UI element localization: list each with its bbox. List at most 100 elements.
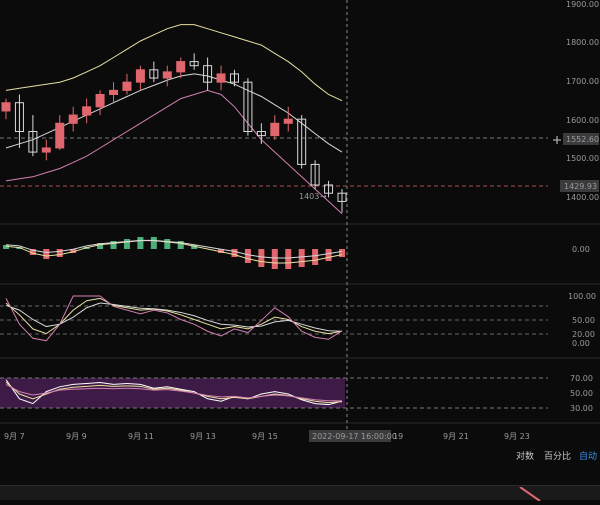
macd-bar xyxy=(244,249,251,263)
x-tick-label: 9月 13 xyxy=(190,432,216,441)
candle-body xyxy=(229,73,239,83)
candle-body xyxy=(256,131,266,137)
rsi-pane xyxy=(5,379,343,406)
log-scale-button[interactable]: 对数 xyxy=(516,452,535,462)
auto-scale-button[interactable]: 自动 xyxy=(579,452,598,462)
macd-bar xyxy=(97,243,104,249)
candle-body xyxy=(95,93,105,108)
rsi-band xyxy=(0,378,345,408)
candle-body xyxy=(14,102,24,133)
candle-body xyxy=(297,118,307,165)
kdj-tick-label: 20.00 xyxy=(572,330,595,339)
kdj-line-1 xyxy=(5,302,343,332)
macd-bar xyxy=(43,249,50,259)
macd-bar xyxy=(177,241,184,249)
x-tick-label: 9月 11 xyxy=(128,432,154,441)
x-tick-label: 9月 23 xyxy=(504,432,530,441)
candle-body xyxy=(109,89,119,95)
macd-bar xyxy=(339,249,345,257)
macd-dif-line xyxy=(5,240,343,264)
candlesticks xyxy=(1,53,347,213)
y-tick-label: 1800.00 xyxy=(566,38,599,47)
candle-body xyxy=(162,71,172,79)
candle-body xyxy=(41,147,51,153)
kdj-line-0 xyxy=(5,297,343,335)
y-tick-label: 1700.00 xyxy=(566,77,599,86)
candle-body xyxy=(203,65,213,83)
band-line-0 xyxy=(5,24,343,102)
kdj-tick-label: 0.00 xyxy=(572,339,590,348)
x-tick-label: 9月 15 xyxy=(252,432,278,441)
macd-pane xyxy=(3,237,345,269)
footer-bar xyxy=(0,485,600,502)
y-tick-label: 1900.00 xyxy=(566,0,599,9)
candle-body xyxy=(122,81,132,91)
rsi-tick-label: 30.00 xyxy=(570,404,593,413)
candle-body xyxy=(189,61,199,67)
candle-body xyxy=(324,184,334,194)
kdj-pane xyxy=(5,295,343,342)
macd-dea-line xyxy=(5,239,343,259)
low-price-marker: 1403 xyxy=(299,192,319,201)
crosshair-plus-icon[interactable] xyxy=(553,136,561,144)
kdj-tick-label: 50.00 xyxy=(572,316,595,325)
macd-bar xyxy=(137,237,144,249)
scale-toolbar: 对数 百分比 自动 xyxy=(0,445,600,465)
rsi-line-1 xyxy=(5,381,343,404)
kdj-tick-label: 100.00 xyxy=(568,292,596,301)
last-price-tag xyxy=(560,180,599,192)
macd-bar xyxy=(70,249,77,253)
macd-bar xyxy=(150,237,157,249)
macd-bar xyxy=(218,249,225,253)
candle-body xyxy=(270,122,280,137)
kdj-line-2 xyxy=(5,295,343,342)
candle-body xyxy=(68,114,78,124)
candle-body xyxy=(310,163,320,186)
macd-bar xyxy=(110,241,117,249)
x-tick-label: 9月 9 xyxy=(66,432,87,441)
last-price-label: 1429.93 xyxy=(564,182,597,191)
candle-body xyxy=(216,73,226,83)
macd-bar xyxy=(231,249,238,257)
macd-bar xyxy=(298,249,305,267)
macd-bar xyxy=(164,239,171,249)
macd-bar xyxy=(3,245,9,249)
macd-bar xyxy=(271,249,278,269)
x-tick-label: 9月 7 xyxy=(4,432,25,441)
rsi-line-0 xyxy=(5,379,343,406)
candle-body xyxy=(1,102,11,112)
candle-body xyxy=(283,118,293,124)
band-line-2 xyxy=(5,89,343,215)
candle-body xyxy=(243,81,253,133)
candle-body xyxy=(55,122,65,149)
macd-bar xyxy=(56,249,63,257)
crosshair-price-tag xyxy=(563,133,599,145)
macd-bar xyxy=(191,245,198,249)
candle-body xyxy=(28,131,38,153)
rsi-tick-label: 50.00 xyxy=(570,389,593,398)
candle-body xyxy=(82,106,92,116)
macd-bar xyxy=(285,249,292,269)
crosshair-time-label: 2022-09-17 16:00:00 xyxy=(312,432,397,441)
x-tick-label: 9月 21 xyxy=(443,432,469,441)
crosshair-time-tag xyxy=(309,430,391,442)
macd-bar xyxy=(312,249,319,265)
candle-body xyxy=(337,192,347,202)
rsi-tick-label: 70.00 xyxy=(570,374,593,383)
macd-bar xyxy=(29,249,36,255)
percent-scale-button[interactable]: 百分比 xyxy=(544,452,572,462)
crosshair-price-label: 1552.60 xyxy=(566,135,599,144)
y-tick-label: 1500.00 xyxy=(566,154,599,163)
macd-bar xyxy=(123,239,130,249)
y-tick-label: 1400.00 xyxy=(566,193,599,202)
macd-bar xyxy=(325,249,332,261)
low-arrow-icon: → xyxy=(320,192,327,201)
candle-body xyxy=(149,69,159,79)
macd-zero-label: 0.00 xyxy=(572,245,590,254)
x-tick-label: 19 xyxy=(393,432,403,441)
y-tick-label: 1600.00 xyxy=(566,116,599,125)
macd-bar xyxy=(258,249,265,267)
rsi-line-2 xyxy=(5,383,342,402)
candle-body xyxy=(176,61,186,73)
